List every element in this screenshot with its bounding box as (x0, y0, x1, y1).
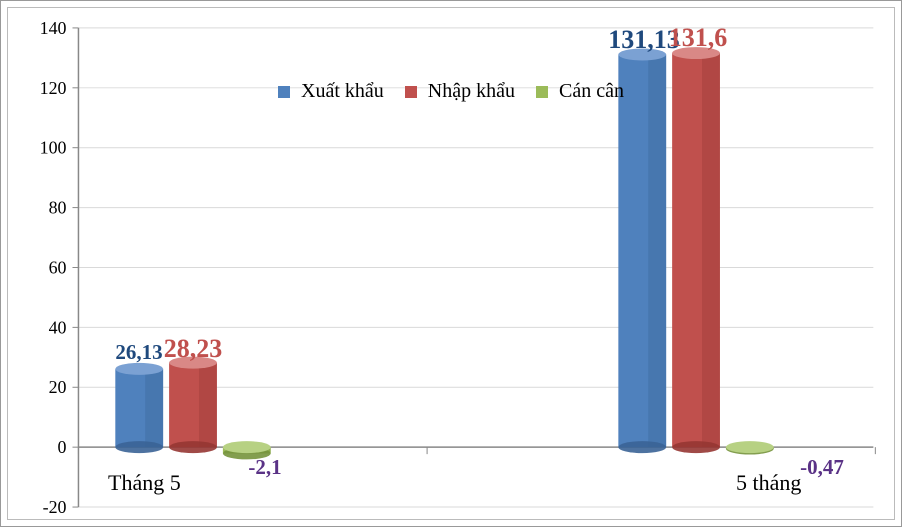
svg-text:40: 40 (49, 317, 67, 337)
legend-label: Nhập khẩu (428, 80, 515, 102)
category-label-thang5: Tháng 5 (108, 470, 181, 496)
value-label: 131,6 (669, 23, 728, 53)
value-label: -2,1 (248, 455, 281, 480)
chart-container: -20020406080100120140 Xuất khẩu Nhập khẩ… (0, 0, 902, 527)
svg-text:-20: -20 (43, 497, 67, 517)
legend-label: Xuất khẩu (301, 80, 384, 102)
legend-swatch-icon (278, 86, 290, 98)
category-label-5thang: 5 tháng (736, 470, 801, 496)
legend-item-nhap-khau: Nhập khẩu (405, 80, 515, 103)
legend-swatch-icon (405, 86, 417, 98)
svg-text:20: 20 (49, 377, 67, 397)
chart-plot-area: -20020406080100120140 Xuất khẩu Nhập khẩ… (7, 7, 895, 520)
svg-text:0: 0 (58, 437, 67, 457)
svg-text:80: 80 (49, 198, 67, 218)
svg-text:60: 60 (49, 257, 67, 277)
svg-text:140: 140 (40, 18, 67, 38)
value-label: 28,23 (164, 334, 223, 364)
legend-item-can-can: Cán cân (536, 80, 624, 103)
legend-swatch-icon (536, 86, 548, 98)
legend-label: Cán cân (559, 80, 624, 102)
legend: Xuất khẩu Nhập khẩu Cán cân (8, 80, 894, 103)
value-label: 26,13 (115, 340, 162, 365)
legend-item-xuat-khau: Xuất khẩu (278, 80, 384, 103)
value-label: -0,47 (800, 455, 844, 480)
svg-text:100: 100 (40, 138, 67, 158)
